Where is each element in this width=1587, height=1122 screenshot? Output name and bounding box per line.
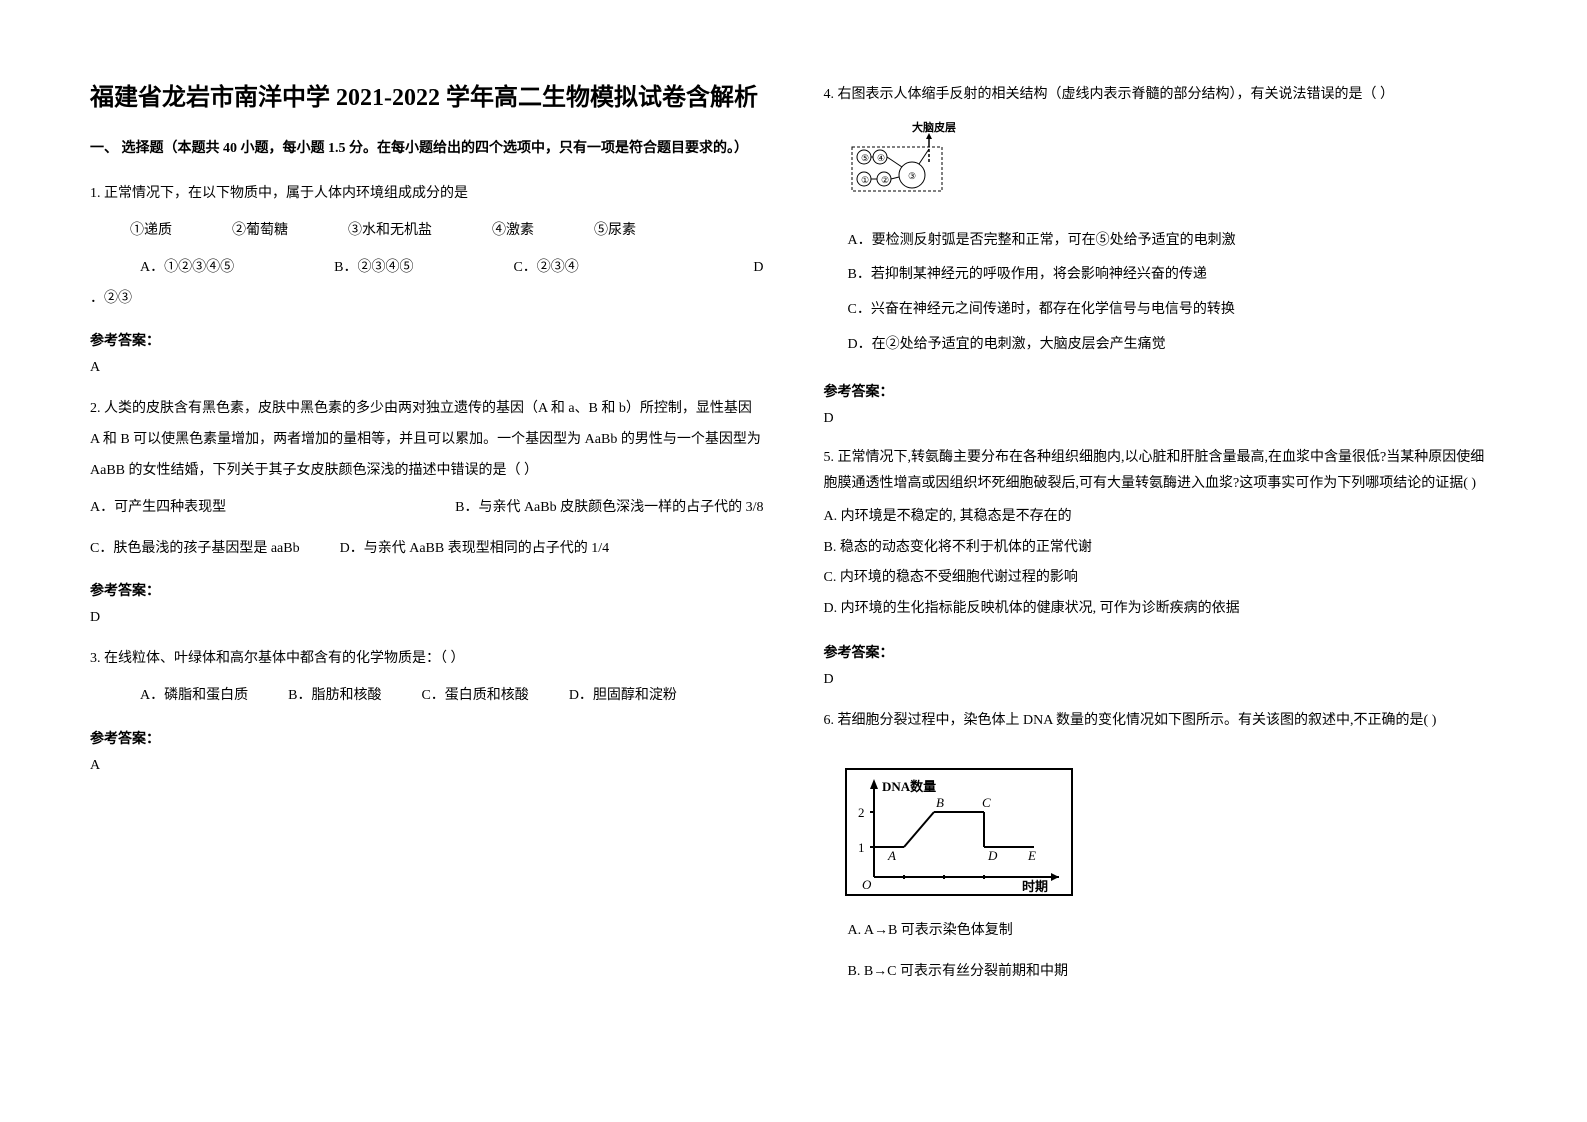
q2-opt-a: A．可产生四种表现型	[90, 493, 226, 524]
q1-item-1: ①递质	[130, 216, 172, 247]
q5-answer-label: 参考答案：	[824, 642, 1498, 662]
svg-text:D: D	[987, 848, 998, 863]
q2-answer: D	[90, 610, 764, 626]
q1-item-5: ⑤尿素	[594, 216, 636, 247]
q3-opt-d: D．胆固醇和淀粉	[569, 681, 677, 712]
q4-stem: 4. 右图表示人体缩手反射的相关结构（虚线内表示脊髓的部分结构），有关说法错误的…	[824, 80, 1498, 111]
svg-text:E: E	[1027, 848, 1036, 863]
q1-opt-c: C．②③④	[513, 253, 578, 284]
q4-opt-c: C．兴奋在神经元之间传递时，都存在化学信号与电信号的转换	[824, 295, 1498, 326]
question-6-opts: A. A→B 可表示染色体复制 B. B→C 可表示有丝分裂前期和中期	[824, 916, 1498, 992]
q3-options: A．磷脂和蛋白质 B．脂肪和核酸 C．蛋白质和核酸 D．胆固醇和淀粉	[90, 681, 764, 712]
svg-text:C: C	[982, 795, 991, 810]
reflex-arc-svg: 大脑皮层 ⑤ ④ ① ② ③	[844, 119, 984, 199]
q2-opt-b: B．与亲代 AaBb 皮肤颜色深浅一样的占子代的 3/8	[455, 493, 763, 524]
q6-stem: 6. 若细胞分裂过程中，染色体上 DNA 数量的变化情况如下图所示。有关该图的叙…	[824, 706, 1498, 737]
q3-answer: A	[90, 758, 764, 774]
q4-opt-d: D．在②处给予适宜的电刺激，大脑皮层会产生痛觉	[824, 330, 1498, 361]
svg-text:O: O	[862, 877, 872, 892]
svg-text:③: ③	[908, 171, 916, 181]
q1-item-3: ③水和无机盐	[348, 216, 432, 247]
q2-answer-label: 参考答案：	[90, 580, 764, 600]
svg-text:⑤: ⑤	[861, 153, 869, 163]
q1-opt-a: A．①②③④⑤	[140, 253, 234, 284]
question-6: 6. 若细胞分裂过程中，染色体上 DNA 数量的变化情况如下图所示。有关该图的叙…	[824, 706, 1498, 743]
left-column: 福建省龙岩市南洋中学 2021-2022 学年高二生物模拟试卷含解析 一、 选择…	[90, 80, 764, 1082]
q5-opt-d: D. 内环境的生化指标能反映机体的健康状况, 可作为诊断疾病的依据	[824, 596, 1498, 623]
q1-answer-label: 参考答案：	[90, 330, 764, 350]
q6-opt-b: B. B→C 可表示有丝分裂前期和中期	[824, 957, 1498, 988]
section-1-heading: 一、 选择题（本题共 40 小题，每小题 1.5 分。在每小题给出的四个选项中，…	[90, 136, 764, 161]
q5-answer: D	[824, 672, 1498, 688]
q4-answer: D	[824, 411, 1498, 427]
svg-text:④: ④	[877, 153, 885, 163]
question-3: 3. 在线粒体、叶绿体和高尔基体中都含有的化学物质是：（ ） A．磷脂和蛋白质 …	[90, 644, 764, 712]
q5-opt-a: A. 内环境是不稳定的, 其稳态是不存在的	[824, 504, 1498, 531]
q3-stem: 3. 在线粒体、叶绿体和高尔基体中都含有的化学物质是：（ ）	[90, 644, 764, 675]
q6-diagram: DNA数量 时期 2 1 O A B C D E	[844, 767, 1498, 902]
q5-stem: 5. 正常情况下,转氨酶主要分布在各种组织细胞内,以心脏和肝脏含量最高,在血浆中…	[824, 445, 1498, 498]
q1-item-4: ④激素	[492, 216, 534, 247]
q1-options: A．①②③④⑤ B．②③④⑤ C．②③④ D	[90, 253, 764, 284]
q1-opt-d-prefix: D	[753, 253, 763, 284]
q2-row-ab: A．可产生四种表现型 B．与亲代 AaBb 皮肤颜色深浅一样的占子代的 3/8	[90, 493, 764, 524]
q3-answer-label: 参考答案：	[90, 728, 764, 748]
brain-label: 大脑皮层	[912, 120, 956, 134]
svg-text:②: ②	[881, 175, 889, 185]
q6-opt-a: A. A→B 可表示染色体复制	[824, 916, 1498, 947]
q4-answer-label: 参考答案：	[824, 381, 1498, 401]
question-4: 4. 右图表示人体缩手反射的相关结构（虚线内表示脊髓的部分结构），有关说法错误的…	[824, 80, 1498, 365]
svg-text:2: 2	[858, 805, 865, 820]
q4-opt-b: B．若抑制某神经元的呼吸作用，将会影响神经兴奋的传递	[824, 260, 1498, 291]
dna-chart-svg: DNA数量 时期 2 1 O A B C D E	[844, 767, 1074, 897]
svg-text:①: ①	[861, 175, 869, 185]
svg-text:1: 1	[858, 840, 865, 855]
q4-opt-a: A．要检测反射弧是否完整和正常，可在⑤处给予适宜的电刺激	[824, 226, 1498, 257]
q5-opt-b: B. 稳态的动态变化将不利于机体的正常代谢	[824, 535, 1498, 562]
q1-opt-d-rest: ．②③	[90, 284, 764, 315]
q4-diagram: 大脑皮层 ⑤ ④ ① ② ③	[844, 119, 1498, 212]
q2-opt-d: D．与亲代 AaBB 表现型相同的占子代的 1/4	[340, 534, 610, 565]
q1-stem: 1. 正常情况下，在以下物质中，属于人体内环境组成成分的是	[90, 179, 764, 210]
svg-text:DNA数量: DNA数量	[882, 779, 936, 794]
q1-item-2: ②葡萄糖	[232, 216, 288, 247]
q2-row-cd: C．肤色最浅的孩子基因型是 aaBb D．与亲代 AaBB 表现型相同的占子代的…	[90, 534, 764, 565]
question-1: 1. 正常情况下，在以下物质中，属于人体内环境组成成分的是 ①递质 ②葡萄糖 ③…	[90, 179, 764, 314]
q5-opt-c: C. 内环境的稳态不受细胞代谢过程的影响	[824, 565, 1498, 592]
q3-opt-a: A．磷脂和蛋白质	[140, 681, 248, 712]
question-5: 5. 正常情况下,转氨酶主要分布在各种组织细胞内,以心脏和肝脏含量最高,在血浆中…	[824, 445, 1498, 627]
q2-stem: 2. 人类的皮肤含有黑色素，皮肤中黑色素的多少由两对独立遗传的基因（A 和 a、…	[90, 394, 764, 486]
svg-text:B: B	[936, 795, 944, 810]
question-2: 2. 人类的皮肤含有黑色素，皮肤中黑色素的多少由两对独立遗传的基因（A 和 a、…	[90, 394, 764, 564]
exam-title: 福建省龙岩市南洋中学 2021-2022 学年高二生物模拟试卷含解析	[90, 80, 764, 116]
q1-items: ①递质 ②葡萄糖 ③水和无机盐 ④激素 ⑤尿素	[90, 216, 764, 247]
q2-opt-c: C．肤色最浅的孩子基因型是 aaBb	[90, 534, 300, 565]
q1-answer: A	[90, 360, 764, 376]
svg-text:A: A	[887, 848, 896, 863]
q3-opt-b: B．脂肪和核酸	[288, 681, 381, 712]
svg-text:时期: 时期	[1022, 879, 1048, 894]
right-column: 4. 右图表示人体缩手反射的相关结构（虚线内表示脊髓的部分结构），有关说法错误的…	[824, 80, 1498, 1082]
q3-opt-c: C．蛋白质和核酸	[421, 681, 528, 712]
q1-opt-b: B．②③④⑤	[334, 253, 413, 284]
